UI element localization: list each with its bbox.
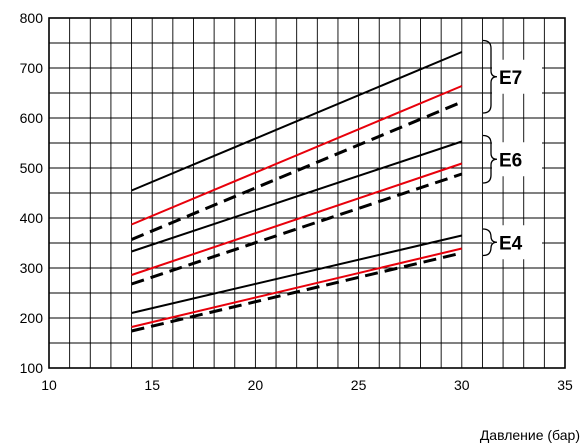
series-line-e4-black [131,234,463,314]
group-label-box [492,142,542,177]
group-brace [482,134,498,184]
series-lines [130,51,463,333]
y-tick-label: 800 [20,10,44,26]
series-line-e6-black [131,140,463,253]
x-tick-label: 25 [351,377,367,393]
x-tick-label: 35 [557,377,573,393]
series-line-e7-black [131,51,463,192]
y-tick-label: 400 [20,210,44,226]
series-line-e6-red [131,162,463,276]
series-line-e4-red [131,247,463,328]
y-tick-label: 300 [20,260,44,276]
tick-labels: 10 15 20 25 30 35 100 200 300 400 500 600 700 800 [20,10,573,393]
group-label-e4: E4 [499,233,523,254]
group-label-e7: E7 [499,68,522,89]
x-tick-label: 15 [144,377,160,393]
plot-frame [48,17,566,369]
series-line-e6-dashed [131,172,463,286]
grid [48,17,566,369]
group-label-box [492,59,542,94]
group-label-e6: E6 [499,150,522,171]
x-tick-label: 30 [454,377,470,393]
x-tick-label: 10 [41,377,57,393]
group-labels: E7 E6 E4 [482,39,542,260]
y-tick-label: 100 [20,360,44,376]
group-brace [482,39,498,114]
group-label-box [492,225,542,260]
series-line-e7-red [131,85,463,226]
group-brace [482,228,498,257]
y-tick-label: 500 [20,160,44,176]
y-tick-label: 200 [20,310,44,326]
y-tick-label: 700 [20,60,44,76]
y-tick-label: 600 [20,110,44,126]
x-tick-label: 20 [248,377,264,393]
plot-border [48,17,566,369]
series-line-e4-dashed [131,251,463,333]
x-axis-label: Давление (бар) [480,427,580,443]
